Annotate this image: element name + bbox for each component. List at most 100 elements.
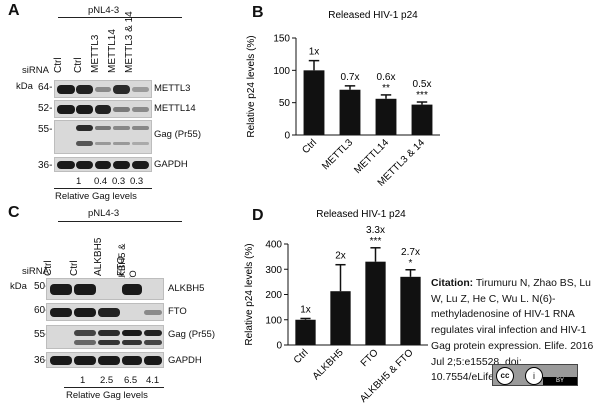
panel-d-letter: D (252, 207, 264, 224)
panel-c-marker-3: 55- (34, 329, 49, 340)
license-by-label: BY (543, 377, 577, 385)
chart-b-fold-label: 0.5x (413, 79, 432, 90)
panel-c-quant-3: 6.5 (124, 375, 138, 386)
chart-b-ytick-label: 100 (273, 66, 290, 77)
chart-b-category-label: Ctrl (300, 137, 319, 156)
panel-a-marker-3: 55- (38, 124, 53, 135)
chart-d-title: Released HIV-1 p24 (316, 209, 406, 220)
chart-b-bar (303, 70, 325, 135)
panel-c-blot-fto (46, 303, 164, 321)
panel-c-quant-4: 4.1 (146, 375, 160, 386)
panel-c-blot-label-1: ALKBH5 (168, 283, 205, 294)
panel-c-lane-1: Ctrl (43, 260, 54, 276)
chart-b: Released HIV-1 p24 0 50 100 150 Relative p24 … (246, 10, 440, 189)
chart-b-bar (411, 104, 433, 135)
chart-b-bar (339, 89, 361, 135)
panel-a-blot-gag (54, 120, 152, 154)
chart-b-bar (375, 98, 397, 135)
panel-c-quant-2: 2.5 (100, 375, 114, 386)
chart-b-ytick-label: 150 (273, 34, 290, 45)
panel-b-letter: B (252, 4, 264, 21)
panel-a-blot-label-3: Gag (Pr55) (154, 129, 201, 140)
chart-d-ytick-label: 0 (276, 341, 282, 352)
panel-a-blot-gapdh (54, 157, 152, 172)
panel-a-lane-4: METTL14 (107, 29, 118, 73)
chart-d-category-label: ALKBH5 (311, 347, 346, 382)
panel-c-blot-label-3: Gag (Pr55) (168, 329, 215, 340)
chart-b-ytick-label: 50 (279, 98, 291, 109)
chart-d-fold-label: 2.7x (401, 247, 420, 258)
chart-d: Released HIV-1 p24 0 100 200 300 400 Relative … (244, 209, 428, 405)
panel-a-lane-1: Ctrl (53, 57, 64, 73)
chart-d-ytick-label: 400 (265, 240, 282, 251)
citation-block: Citation: Tirumuru N, Zhao BS, Lu W, Lu … (431, 276, 599, 386)
panel-a-group-rule (58, 17, 182, 18)
panel-c-blot-label-4: GAPDH (168, 355, 202, 366)
panel-a-sirna-label: siRNA (22, 65, 49, 76)
chart-d-fold-label: 1x (300, 304, 311, 315)
chart-b-significance: *** (416, 90, 428, 101)
attribution-icon: i (525, 367, 543, 385)
panel-c-blot-gag (46, 325, 164, 349)
panel-a-lane-3: METTL3 (90, 34, 101, 73)
chart-d-significance: * (409, 258, 413, 269)
citation-text: Tirumuru N, Zhao BS, Lu W, Lu Z, He C, W… (431, 278, 594, 384)
panel-c-letter: C (8, 204, 20, 221)
panel-c-group-rule (58, 221, 182, 222)
chart-d-ylabel: Relative p24 levels (%) (244, 243, 255, 345)
panel-a-quant-1: 1 (76, 176, 82, 187)
cc-by-license-badge[interactable]: cc i BY (492, 364, 578, 386)
chart-d-bar (400, 276, 421, 345)
panel-a-quant-2: 0.4 (94, 176, 108, 187)
chart-d-bar (295, 319, 316, 345)
panel-c-quant-rule (64, 387, 164, 388)
panel-a-marker-2: 52- (38, 103, 53, 114)
chart-d-bar (365, 261, 386, 345)
panel-c-marker-1: 50- (34, 281, 49, 292)
panel-c-kda-label: kDa (10, 281, 27, 292)
panel-c-blot-label-2: FTO (168, 306, 187, 317)
chart-b-fold-label: 0.7x (341, 72, 360, 83)
panel-c-marker-4: 36- (34, 355, 49, 366)
chart-b-ytick-label: 0 (284, 131, 290, 142)
chart-d-ytick-label: 100 (265, 315, 282, 326)
panel-c-blot-gapdh (46, 352, 164, 368)
panel-c-group-label: pNL4-3 (88, 208, 120, 219)
panel-c-lane-2: Ctrl (69, 260, 80, 276)
panel-a-blot-label-2: METTL14 (154, 103, 196, 114)
chart-d-category-label: Ctrl (292, 347, 311, 366)
panel-a-letter: A (8, 2, 20, 19)
chart-d-category-label: FTO (359, 347, 381, 369)
chart-b-fold-label: 1x (309, 47, 320, 58)
citation-label: Citation: (431, 278, 474, 289)
chart-b-fold-label: 0.6x (377, 72, 396, 83)
panel-a-quant-4: 0.3 (130, 176, 144, 187)
chart-b-category-label: METTL3 (320, 137, 355, 172)
panel-c-blot-alkbh5 (46, 278, 164, 300)
panel-a-blot-label-1: METTL3 (154, 83, 191, 94)
chart-d-fold-label: 3.3x (366, 225, 385, 236)
panel-a-group-label: pNL4-3 (88, 5, 120, 16)
chart-b-significance: ** (382, 83, 390, 94)
cc-license-icon: cc (496, 367, 514, 385)
panel-a-quant-rule (54, 188, 152, 189)
panel-a-blot-mettl14 (54, 100, 152, 118)
panel-c-marker-2: 60- (34, 305, 49, 316)
panel-c-quant-1: 1 (80, 375, 86, 386)
panel-a-quant-caption: Relative Gag levels (55, 191, 137, 202)
chart-d-ytick-label: 200 (265, 290, 282, 301)
panel-a-lane-5: METTL3 & 14 (124, 11, 135, 73)
chart-b-title: Released HIV-1 p24 (328, 10, 418, 21)
panel-c-sirna-label: siRNA (22, 266, 49, 277)
panel-c-quant-caption: Relative Gag levels (66, 390, 148, 401)
panel-a-blot-label-4: GAPDH (154, 159, 188, 170)
panel-a-quant-3: 0.3 (112, 176, 126, 187)
panel-c-lane-3: ALKBH5 (93, 237, 104, 276)
chart-d-significance: *** (370, 236, 382, 247)
panel-a-kda-label: kDa (16, 81, 33, 92)
chart-d-fold-label: 2x (335, 251, 346, 262)
chart-b-ylabel: Relative p24 levels (%) (246, 35, 257, 137)
chart-d-ytick-label: 300 (265, 265, 282, 276)
panel-a-marker-1: 64- (38, 82, 53, 93)
panel-a-lane-2: Ctrl (73, 57, 84, 73)
